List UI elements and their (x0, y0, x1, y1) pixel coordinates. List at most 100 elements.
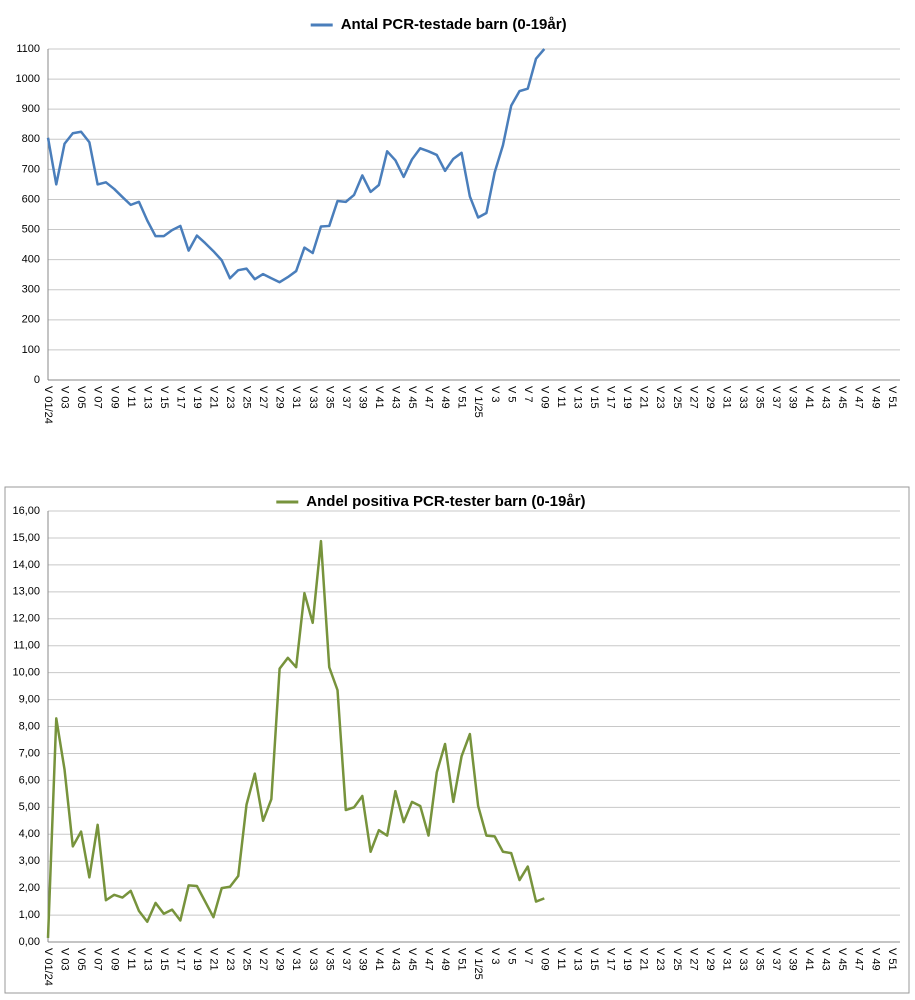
x-tick-label: V 37 (340, 386, 352, 409)
x-tick-label: V 25 (671, 386, 683, 409)
x-tick-label: V 19 (191, 386, 203, 409)
x-tick-label: V 5 (505, 386, 517, 403)
x-tick-label: V 27 (257, 386, 269, 409)
legend-label: Antal PCR-testade barn (0-19år) (341, 16, 567, 33)
y-tick-label: 3,00 (19, 855, 40, 867)
x-tick-label: V 49 (439, 386, 451, 409)
x-tick-label: V 47 (423, 948, 435, 971)
x-tick-label: V 29 (704, 386, 716, 409)
x-tick-label: V 19 (621, 386, 633, 409)
y-tick-label: 10,00 (12, 667, 40, 679)
x-tick-label: V 07 (92, 386, 104, 409)
y-tick-label: 1,00 (19, 909, 40, 921)
x-tick-label: V 21 (208, 386, 220, 409)
y-tick-label: 100 (22, 344, 40, 356)
x-tick-label: V 13 (141, 948, 153, 971)
x-tick-label: V 33 (737, 386, 749, 409)
x-tick-label: V 27 (687, 948, 699, 971)
x-tick-label: V 43 (820, 948, 832, 971)
x-tick-label: V 47 (423, 386, 435, 409)
data-line (46, 48, 546, 284)
x-tick-label: V 25 (241, 386, 253, 409)
x-tick-label: V 51 (456, 948, 468, 971)
y-tick-label: 700 (22, 163, 40, 175)
legend-label: Andel positiva PCR-tester barn (0-19år) (306, 493, 585, 510)
x-tick-label: V 17 (605, 948, 617, 971)
x-tick-label: V 23 (224, 948, 236, 971)
x-tick-label: V 27 (257, 948, 269, 971)
x-tick-label: V 47 (853, 948, 865, 971)
x-tick-label: V 45 (836, 386, 848, 409)
x-tick-label: V 47 (853, 386, 865, 409)
x-tick-label: V 5 (505, 948, 517, 965)
x-tick-label: V 01/24 (42, 386, 54, 424)
y-tick-label: 4,00 (19, 828, 40, 840)
x-tick-label: V 23 (654, 948, 666, 971)
x-tick-label: V 05 (75, 386, 87, 409)
y-tick-label: 13,00 (12, 586, 40, 598)
x-tick-label: V 07 (92, 948, 104, 971)
x-tick-label: V 41 (803, 948, 815, 971)
x-tick-label: V 09 (108, 948, 120, 971)
x-tick-label: V 39 (787, 948, 799, 971)
y-tick-label: 5,00 (19, 801, 40, 813)
x-tick-label: V 15 (588, 386, 600, 409)
x-tick-label: V 15 (158, 386, 170, 409)
x-tick-label: V 09 (538, 948, 550, 971)
x-tick-label: V 31 (720, 948, 732, 971)
y-tick-label: 7,00 (19, 747, 40, 759)
x-tick-label: V 19 (191, 948, 203, 971)
y-tick-label: 500 (22, 223, 40, 235)
x-tick-label: V 23 (654, 386, 666, 409)
x-tick-label: V 35 (323, 948, 335, 971)
y-tick-label: 300 (22, 284, 40, 296)
x-tick-label: V 15 (158, 948, 170, 971)
x-tick-label: V 25 (671, 948, 683, 971)
x-tick-label: V 45 (406, 948, 418, 971)
x-tick-label: V 01/24 (42, 948, 54, 986)
x-tick-label: V 39 (356, 948, 368, 971)
x-tick-label: V 37 (770, 948, 782, 971)
x-tick-label: V 51 (886, 948, 898, 971)
x-tick-label: V 29 (274, 386, 286, 409)
y-tick-label: 1000 (16, 73, 40, 85)
x-tick-label: V 23 (224, 386, 236, 409)
x-tick-label: V 7 (522, 948, 534, 965)
x-tick-label: V 3 (489, 386, 501, 403)
y-tick-label: 0,00 (19, 936, 40, 948)
x-tick-label: V 17 (174, 386, 186, 409)
x-tick-label: V 29 (704, 948, 716, 971)
x-tick-label: V 41 (373, 386, 385, 409)
x-tick-label: V 19 (621, 948, 633, 971)
x-tick-label: V 03 (59, 386, 71, 409)
x-tick-label: V 51 (456, 386, 468, 409)
x-tick-label: V 11 (555, 386, 567, 408)
x-tick-label: V 31 (290, 948, 302, 971)
y-tick-label: 400 (22, 254, 40, 266)
x-tick-label: V 09 (538, 386, 550, 409)
x-tick-label: V 1/25 (472, 948, 484, 980)
x-tick-label: V 21 (208, 948, 220, 971)
y-tick-label: 800 (22, 133, 40, 145)
x-tick-label: V 1/25 (472, 386, 484, 418)
y-tick-label: 6,00 (19, 774, 40, 786)
x-tick-label: V 31 (290, 386, 302, 409)
x-tick-label: V 39 (787, 386, 799, 409)
x-tick-label: V 33 (307, 386, 319, 409)
y-tick-label: 900 (22, 103, 40, 115)
y-tick-label: 11,00 (13, 640, 40, 652)
y-tick-label: 12,00 (12, 613, 40, 625)
x-tick-label: V 11 (125, 386, 137, 408)
y-tick-label: 16,00 (12, 505, 40, 517)
x-tick-label: V 51 (886, 386, 898, 409)
x-tick-label: V 17 (605, 386, 617, 409)
x-tick-label: V 33 (737, 948, 749, 971)
data-line (46, 539, 545, 939)
x-tick-label: V 11 (125, 948, 137, 970)
x-tick-label: V 17 (174, 948, 186, 971)
x-tick-label: V 29 (274, 948, 286, 971)
x-tick-label: V 11 (555, 948, 567, 970)
x-tick-label: V 37 (770, 386, 782, 409)
x-tick-label: V 41 (373, 948, 385, 971)
y-tick-label: 2,00 (19, 882, 40, 894)
